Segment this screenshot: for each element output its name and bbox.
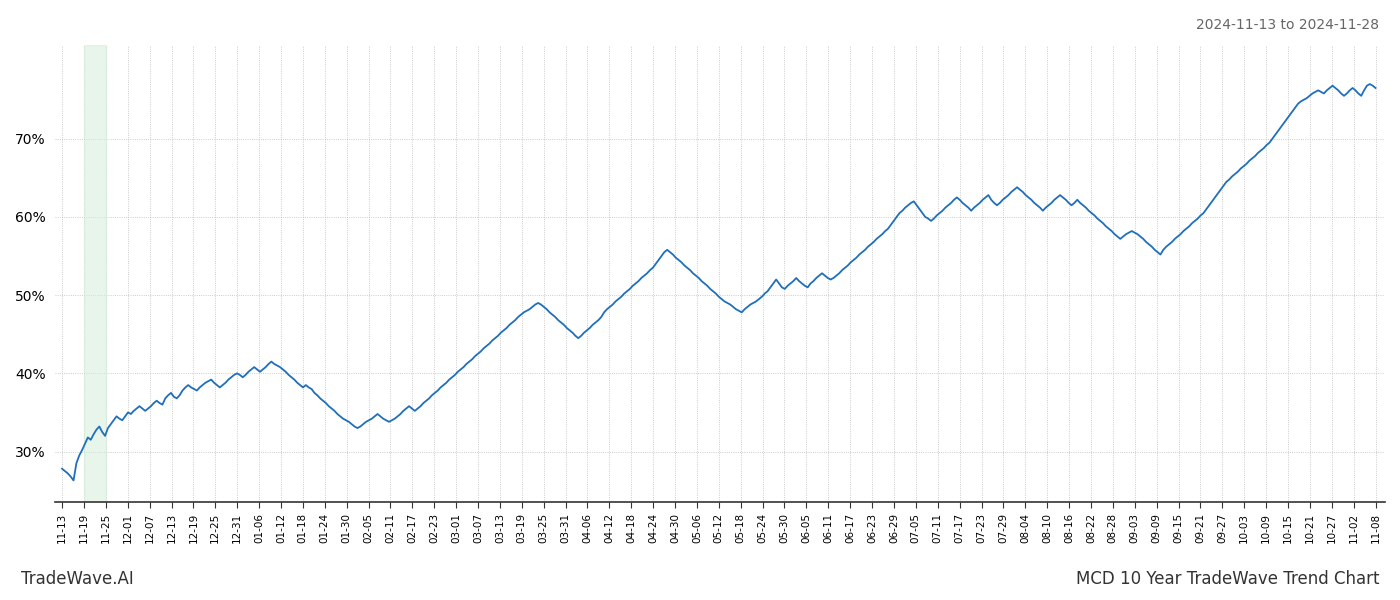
Text: MCD 10 Year TradeWave Trend Chart: MCD 10 Year TradeWave Trend Chart [1075, 570, 1379, 588]
Bar [84, 45, 106, 502]
Text: TradeWave.AI: TradeWave.AI [21, 570, 134, 588]
Text: 2024-11-13 to 2024-11-28: 2024-11-13 to 2024-11-28 [1196, 18, 1379, 32]
